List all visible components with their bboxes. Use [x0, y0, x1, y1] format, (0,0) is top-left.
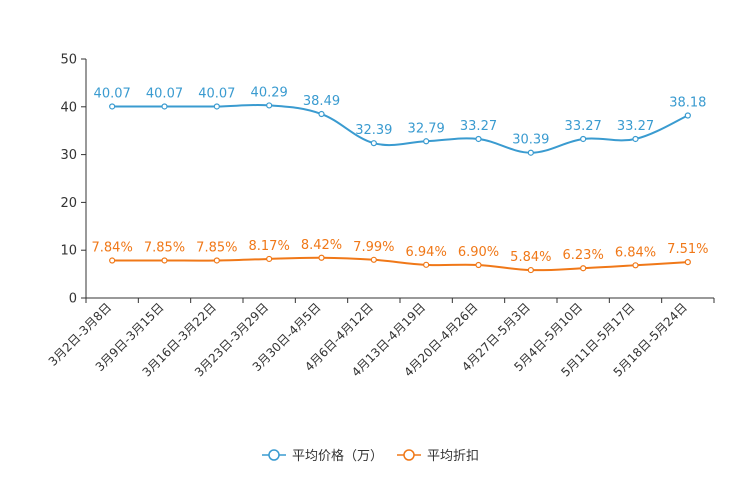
data-label: 5.84%	[510, 250, 551, 265]
data-label: 6.90%	[458, 245, 499, 260]
data-point	[632, 135, 639, 143]
data-label: 32.79	[408, 121, 445, 136]
data-label: 7.84%	[92, 241, 133, 256]
data-label: 30.39	[512, 133, 549, 148]
data-label: 6.84%	[615, 245, 656, 260]
data-point	[109, 103, 116, 110]
data-point	[527, 149, 534, 156]
data-point	[266, 102, 273, 109]
data-point	[213, 103, 220, 110]
data-point	[475, 261, 482, 269]
y-tick-label: 10	[60, 244, 77, 259]
legend-marker-2	[403, 449, 415, 461]
data-point	[632, 262, 639, 269]
data-label: 32.39	[355, 123, 392, 138]
y-tick-label: 20	[60, 196, 77, 211]
data-label: 33.27	[565, 119, 602, 134]
data-point	[684, 259, 691, 266]
data-point	[318, 254, 325, 261]
data-label: 6.23%	[563, 248, 604, 263]
data-label: 33.27	[460, 119, 497, 134]
data-point	[423, 261, 430, 268]
data-point	[580, 265, 587, 272]
data-point	[527, 266, 534, 274]
data-label: 8.17%	[249, 239, 290, 254]
y-tick-label: 0	[69, 292, 77, 307]
data-point	[370, 140, 377, 147]
data-point	[213, 257, 220, 264]
data-label: 40.07	[94, 86, 131, 101]
legend-label-1: 平均价格（万）	[292, 448, 383, 464]
y-tick-label: 40	[60, 100, 77, 115]
data-point	[475, 135, 482, 143]
y-tick-label: 30	[60, 148, 77, 163]
data-label: 40.07	[146, 86, 183, 101]
data-point	[266, 255, 273, 263]
data-label: 7.85%	[144, 240, 185, 255]
data-label: 38.18	[669, 95, 706, 110]
data-point	[684, 112, 691, 119]
data-label: 8.42%	[301, 238, 342, 253]
data-point	[318, 110, 325, 118]
data-label: 7.99%	[353, 240, 394, 255]
series-line-1	[112, 103, 689, 154]
data-point	[161, 103, 168, 110]
data-point	[370, 256, 377, 263]
data-label: 38.49	[303, 94, 340, 109]
y-tick-label: 50	[60, 53, 77, 68]
legend-marker-1	[268, 449, 280, 461]
series-line-2	[112, 256, 688, 272]
data-point	[580, 135, 587, 143]
data-point	[161, 257, 168, 264]
data-label: 7.51%	[667, 242, 708, 257]
data-label: 40.07	[198, 86, 235, 101]
data-point	[109, 257, 116, 264]
data-label: 7.85%	[196, 240, 237, 255]
data-label: 6.94%	[406, 245, 447, 260]
legend-label-2: 平均折扣	[427, 449, 479, 464]
data-label: 40.29	[251, 85, 288, 100]
data-label: 33.27	[617, 119, 654, 134]
data-point	[423, 138, 430, 145]
